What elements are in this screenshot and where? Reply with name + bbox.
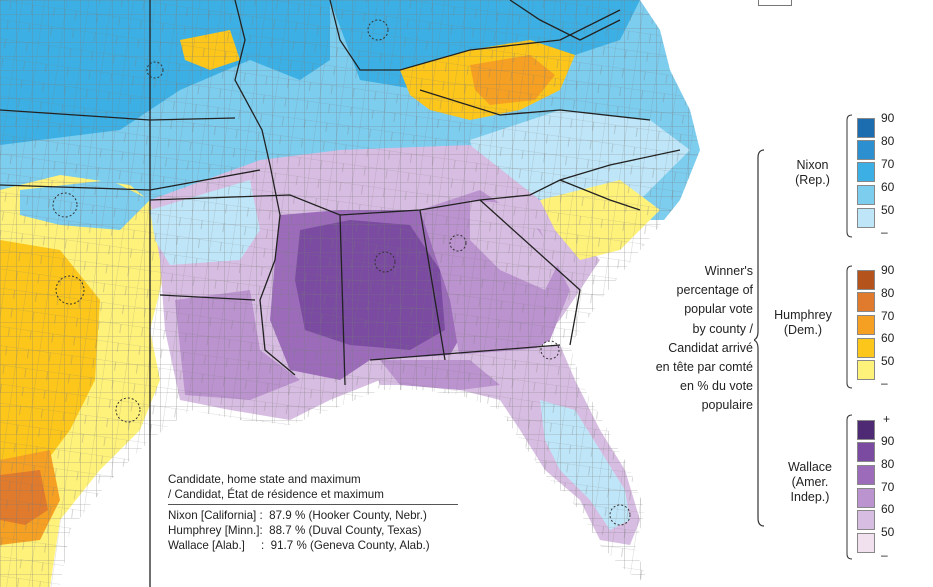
legend-nixon-tick: 60: [881, 180, 895, 194]
metro-outlines: [52, 19, 631, 526]
legend-nixon-tick: 50: [881, 203, 895, 217]
legend-wallace-name: Wallace: [788, 460, 832, 474]
legend-nixon-swatch-50: [857, 208, 875, 228]
legend-title-line: Winner's: [704, 264, 753, 278]
legend-main-brace: [754, 149, 765, 527]
legend-nixon-swatch-70: [857, 162, 875, 182]
legend-wallace-tick: 80: [881, 457, 895, 471]
legend-nixon-tick: 90: [881, 111, 895, 125]
candidate-maximum-table: Candidate, home state and maximum / Cand…: [168, 472, 488, 553]
legend-humphrey-tick: 90: [881, 263, 895, 277]
legend-title-line: by county /: [692, 321, 753, 336]
legend-wallace-tick: 70: [881, 480, 895, 494]
legend-wallace-swatch-80: [857, 465, 875, 485]
legend-title-line: en % du vote: [680, 379, 753, 394]
legend-title-line: popular vote: [684, 302, 753, 317]
legend-wallace-swatch-60: [857, 510, 875, 530]
legend-wallace-label: Wallace (Amer. Indep.): [780, 460, 840, 505]
legend-wallace-party: (Amer.: [791, 475, 829, 489]
legend-wallace-tick: 60: [881, 502, 895, 516]
legend-nixon-party: (Rep.): [795, 173, 830, 187]
atlantic-ocean: [570, 0, 760, 587]
table-heading-line: Candidate, home state and maximum: [168, 473, 361, 486]
legend-nixon-swatch-60: [857, 185, 875, 205]
legend-nixon-label: Nixon (Rep.): [785, 158, 840, 188]
legend-nixon-swatch-90: [857, 118, 875, 138]
legend-humphrey-swatch-80: [857, 292, 875, 312]
table-divider: [168, 504, 458, 505]
legend-wallace-swatch-50: [857, 533, 875, 553]
legend-wallace-swatch-plus: [857, 420, 875, 440]
state-boundaries: [0, 0, 681, 587]
legend-title-line: percentage of: [676, 283, 753, 298]
legend-nixon-name: Nixon: [796, 158, 829, 172]
legend-wallace-swatch-90: [857, 442, 875, 462]
legend-humphrey-label: Humphrey (Dem.): [766, 308, 840, 338]
legend-humphrey-swatch-60: [857, 338, 875, 358]
legend-wallace-swatch-70: [857, 488, 875, 508]
legend-humphrey-tick: –: [881, 376, 888, 390]
legend-nixon-tick: 80: [881, 134, 895, 148]
table-row: Nixon [California] : 87.9 % (Hooker Coun…: [168, 509, 427, 522]
legend-wallace-brace: [846, 414, 853, 560]
table-heading-line: / Candidat, État de résidence et maximum: [168, 488, 384, 501]
legend-title: Winner's percentage of popular vote by c…: [620, 262, 753, 416]
legend-humphrey-name: Humphrey: [774, 308, 832, 322]
legend-humphrey-party: (Dem.): [783, 323, 823, 337]
legend-nixon-brace: [846, 114, 853, 238]
legend-wallace-party: Indep.): [790, 490, 830, 504]
table-row: Humphrey [Minn.]: 88.7 % (Duval County, …: [168, 524, 422, 537]
legend-wallace-tick: 50: [881, 525, 895, 539]
legend-title-line: Candidat arrivé: [668, 340, 753, 355]
legend-humphrey-tick: 70: [881, 309, 895, 323]
legend-nixon-tick: 70: [881, 157, 895, 171]
legend-humphrey-tick: 60: [881, 331, 895, 345]
legend-humphrey-brace: [846, 265, 853, 389]
legend-humphrey-swatch-70: [857, 315, 875, 335]
gulf-of-mexico: [60, 390, 650, 587]
legend-title-line: en tête par comté: [655, 360, 753, 375]
corner-frame: [758, 0, 792, 6]
legend-humphrey-swatch-50: [857, 360, 875, 380]
legend-wallace-tick: +: [883, 412, 891, 426]
legend-wallace-tick: 90: [881, 434, 895, 448]
legend-nixon-tick: –: [881, 225, 888, 239]
legend-nixon-swatch-80: [857, 140, 875, 160]
legend-title-line: populaire: [701, 398, 753, 413]
election-map: [0, 0, 760, 587]
legend-humphrey-tick: 50: [881, 354, 895, 368]
table-row: Wallace [Alab.] : 91.7 % (Geneva County,…: [168, 539, 430, 552]
legend-wallace-tick: –: [881, 548, 888, 562]
legend-humphrey-swatch-90: [857, 270, 875, 290]
legend-humphrey-tick: 80: [881, 286, 895, 300]
